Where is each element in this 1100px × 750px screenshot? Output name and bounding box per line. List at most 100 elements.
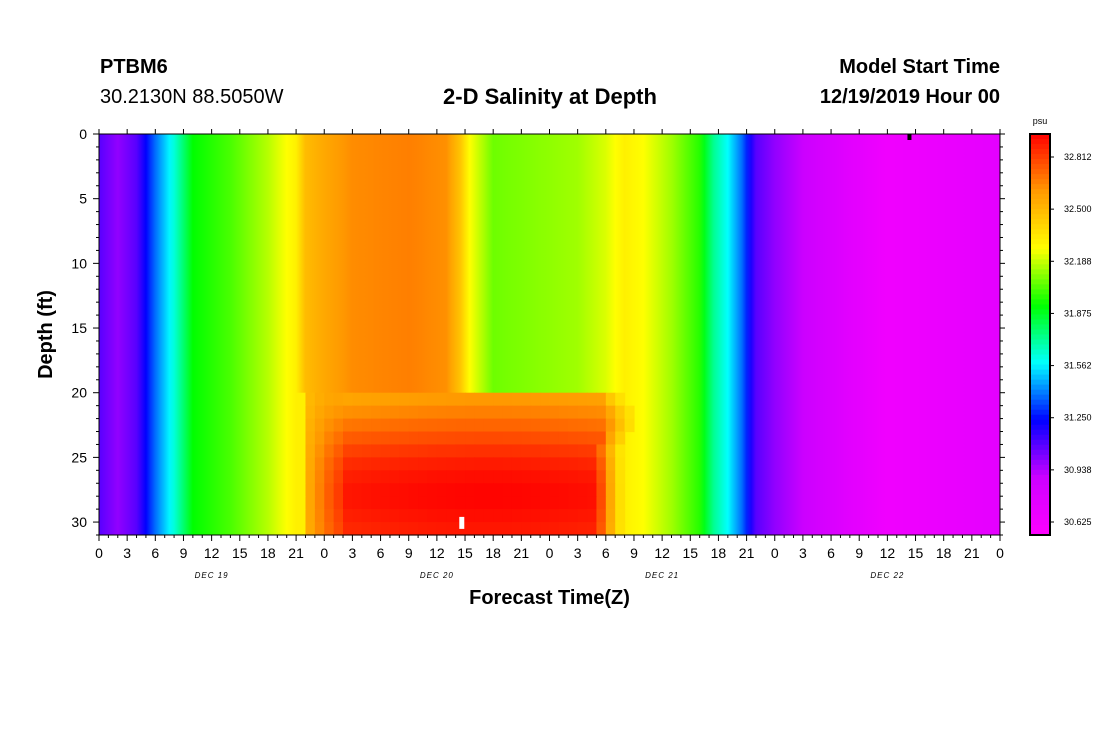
heatmap-cell xyxy=(549,496,560,510)
heatmap-cell xyxy=(305,418,316,433)
heatmap-cell xyxy=(605,483,616,497)
heatmap-cell xyxy=(427,496,438,510)
heatmap-cell xyxy=(465,418,476,433)
heatmap-cell xyxy=(352,405,363,420)
colorbar-cell xyxy=(1030,424,1050,431)
heatmap-cell xyxy=(436,457,447,471)
colorbar-cell xyxy=(1030,434,1050,441)
heatmap-cell xyxy=(530,509,541,523)
colorbar-cell xyxy=(1030,244,1050,250)
heatmap-cell xyxy=(305,392,316,407)
heatmap-cell xyxy=(483,444,494,458)
heatmap-cell xyxy=(408,470,419,484)
x-tick-label: 9 xyxy=(630,545,638,561)
colorbar-cell xyxy=(1030,439,1050,446)
heatmap-cell xyxy=(314,483,325,497)
heatmap-cell xyxy=(371,483,382,497)
heatmap-cell xyxy=(296,496,307,510)
x-tick-label: 0 xyxy=(320,545,328,561)
x-tick-label: 6 xyxy=(377,545,385,561)
colorbar-frame xyxy=(1029,133,1051,536)
colorbar-cell xyxy=(1030,264,1050,270)
heatmap-cell xyxy=(305,496,316,510)
heatmap-cell xyxy=(502,418,513,433)
heatmap-cell xyxy=(361,405,372,420)
heatmap-cell xyxy=(587,457,598,471)
heatmap-cell xyxy=(521,509,532,523)
heatmap-cell xyxy=(371,522,382,536)
heatmap-cell xyxy=(333,470,344,484)
heatmap-cell xyxy=(408,509,419,523)
heatmap-cell xyxy=(474,509,485,523)
heatmap-cell xyxy=(493,522,504,536)
x-tick-label: 0 xyxy=(996,545,1004,561)
day-label: DEC 19 xyxy=(195,571,229,580)
colorbar-cell xyxy=(1030,379,1050,386)
heatmap-cell xyxy=(587,483,598,497)
heatmap-cell xyxy=(577,496,588,510)
colorbar-cell xyxy=(1030,284,1050,290)
heatmap-cell xyxy=(352,431,363,446)
colorbar-cell xyxy=(1030,229,1050,235)
heatmap-cell xyxy=(324,392,335,407)
heatmap-cell xyxy=(389,470,400,484)
heatmap-cell xyxy=(371,444,382,458)
heatmap-cell xyxy=(455,392,466,407)
heatmap-cell xyxy=(389,496,400,510)
heatmap-cell xyxy=(399,392,410,407)
heatmap-cell xyxy=(558,496,569,510)
colorbar-cell xyxy=(1030,384,1050,391)
heatmap-cell xyxy=(615,405,626,420)
heatmap-cell xyxy=(615,392,626,407)
heatmap-cell xyxy=(380,431,391,446)
heatmap-cell xyxy=(549,522,560,536)
heatmap-cell xyxy=(615,483,626,497)
heatmap-cell xyxy=(502,405,513,420)
heatmap-cell xyxy=(389,418,400,433)
heatmap-cell xyxy=(352,444,363,458)
heatmap-cell xyxy=(418,470,429,484)
colorbar-cell xyxy=(1030,369,1050,376)
heatmap-cell xyxy=(483,457,494,471)
heatmap-cell xyxy=(549,444,560,458)
heatmap-cell xyxy=(540,522,551,536)
colorbar-cell xyxy=(1030,374,1050,381)
heatmap-cell xyxy=(427,431,438,446)
heatmap-cell xyxy=(343,509,354,523)
heatmap-cell xyxy=(474,418,485,433)
heatmap-cell xyxy=(577,457,588,471)
heatmap-cell xyxy=(521,418,532,433)
heatmap-cell xyxy=(493,457,504,471)
heatmap-cell xyxy=(624,418,635,433)
heatmap-cell xyxy=(399,470,410,484)
heatmap-cell xyxy=(587,444,598,458)
heatmap-cell xyxy=(549,509,560,523)
heatmap-cell xyxy=(587,418,598,433)
heatmap-cell xyxy=(361,392,372,407)
heatmap-cell xyxy=(465,457,476,471)
heatmap-cell xyxy=(408,522,419,536)
heatmap-cell xyxy=(455,444,466,458)
colorbar-cell xyxy=(1030,454,1050,461)
surface-marker xyxy=(907,134,912,140)
heatmap-cell xyxy=(511,496,522,510)
colorbar-cell xyxy=(1030,224,1050,230)
heatmap-cell xyxy=(371,496,382,510)
heatmap-cell xyxy=(446,392,457,407)
heatmap-cell xyxy=(380,457,391,471)
heatmap-cell xyxy=(455,457,466,471)
heatmap-cell xyxy=(511,444,522,458)
heatmap-cell xyxy=(577,392,588,407)
heatmap-cell xyxy=(352,483,363,497)
heatmap-cell xyxy=(446,444,457,458)
heatmap-cell xyxy=(502,483,513,497)
heatmap-cell xyxy=(502,522,513,536)
heatmap-cell xyxy=(502,496,513,510)
heatmap-cell xyxy=(465,522,476,536)
heatmap-cell xyxy=(502,392,513,407)
heatmap-cell xyxy=(314,509,325,523)
heatmap-cell xyxy=(493,392,504,407)
colorbar-cell xyxy=(1030,339,1050,346)
colorbar-cell xyxy=(1030,389,1050,396)
colorbar-cell xyxy=(1030,449,1050,456)
